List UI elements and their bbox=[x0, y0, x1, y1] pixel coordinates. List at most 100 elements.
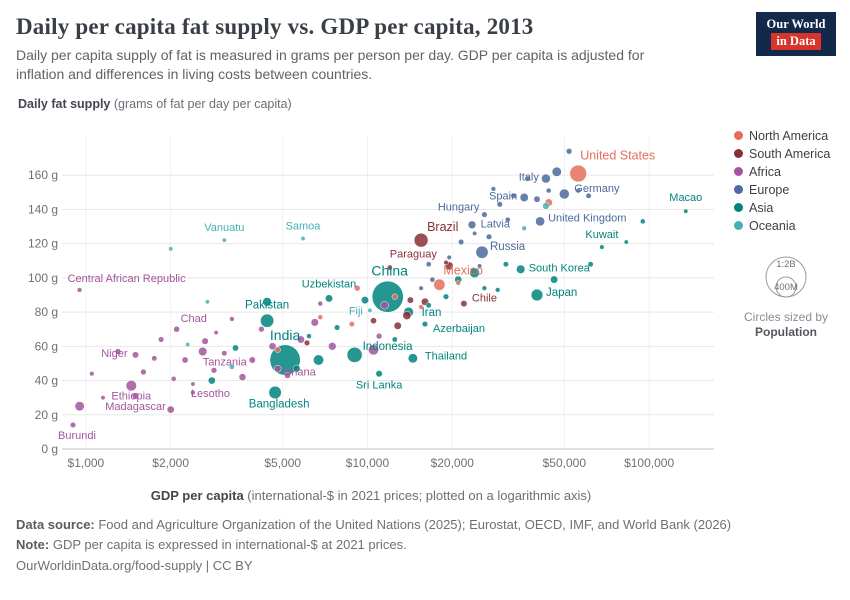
scatter-point[interactable] bbox=[446, 254, 452, 260]
scatter-point[interactable] bbox=[458, 238, 465, 245]
scatter-point-chad[interactable] bbox=[173, 325, 180, 333]
scatter-point[interactable] bbox=[334, 324, 341, 331]
scatter-point[interactable] bbox=[348, 320, 355, 327]
scatter-point[interactable] bbox=[521, 225, 527, 231]
legend-item-europe[interactable]: Europe bbox=[734, 183, 838, 197]
scatter-point[interactable] bbox=[361, 295, 369, 304]
scatter-point-lesotho[interactable] bbox=[190, 381, 196, 387]
scatter-point[interactable] bbox=[185, 341, 191, 347]
scatter-point-germany[interactable] bbox=[559, 188, 570, 199]
scatter-point-italy[interactable] bbox=[541, 173, 551, 183]
scatter-point[interactable] bbox=[477, 263, 483, 268]
scatter-point-burundi[interactable] bbox=[69, 421, 77, 428]
scatter-point[interactable] bbox=[313, 354, 324, 366]
scatter-point[interactable] bbox=[575, 187, 581, 193]
scatter-point[interactable] bbox=[485, 233, 493, 240]
scatter-point[interactable] bbox=[354, 284, 361, 291]
scatter-point-bangladesh[interactable] bbox=[268, 385, 282, 399]
scatter-point[interactable] bbox=[296, 335, 305, 344]
scatter-point[interactable] bbox=[328, 341, 337, 351]
scatter-point-chile[interactable] bbox=[460, 299, 468, 307]
scatter-point[interactable] bbox=[284, 371, 291, 379]
scatter-point[interactable] bbox=[74, 400, 85, 411]
scatter-point[interactable] bbox=[292, 364, 301, 373]
scatter-point[interactable] bbox=[317, 300, 324, 306]
scatter-point[interactable] bbox=[201, 337, 209, 345]
scatter-point[interactable] bbox=[418, 303, 424, 310]
scatter-point[interactable] bbox=[262, 296, 272, 307]
scatter-point[interactable] bbox=[151, 354, 158, 361]
scatter-point[interactable] bbox=[545, 187, 552, 193]
scatter-point[interactable] bbox=[524, 175, 531, 182]
scatter-point[interactable] bbox=[168, 245, 174, 251]
scatter-point[interactable] bbox=[100, 394, 106, 400]
scatter-point[interactable] bbox=[550, 275, 559, 284]
scatter-point[interactable] bbox=[268, 342, 277, 350]
scatter-point[interactable] bbox=[274, 346, 281, 353]
scatter-point[interactable] bbox=[370, 316, 377, 324]
scatter-point-spain[interactable] bbox=[519, 192, 529, 202]
scatter-point-niger[interactable] bbox=[132, 351, 139, 358]
scatter-point[interactable] bbox=[585, 192, 592, 199]
scatter-point-pakistan[interactable] bbox=[260, 313, 275, 328]
scatter-point[interactable] bbox=[89, 370, 95, 376]
scatter-point[interactable] bbox=[551, 166, 562, 177]
scatter-point-china[interactable] bbox=[371, 280, 404, 313]
legend-item-asia[interactable]: Asia bbox=[734, 201, 838, 215]
scatter-point[interactable] bbox=[238, 372, 247, 381]
scatter-point[interactable] bbox=[640, 218, 646, 224]
scatter-point-sri-lanka[interactable] bbox=[375, 369, 383, 377]
scatter-point[interactable] bbox=[510, 192, 517, 199]
scatter-point[interactable] bbox=[391, 336, 398, 343]
scatter-point[interactable] bbox=[429, 276, 436, 283]
scatter-point[interactable] bbox=[232, 344, 239, 351]
scatter-plot[interactable]: $1,000 $2,000 $5,000 $10,000 $20,000 $50,000 $… bbox=[14, 111, 728, 483]
scatter-point[interactable] bbox=[502, 260, 509, 267]
scatter-point[interactable] bbox=[166, 405, 175, 414]
scatter-point[interactable] bbox=[418, 285, 424, 291]
scatter-point-vanuatu[interactable] bbox=[221, 237, 227, 243]
scatter-point[interactable] bbox=[623, 239, 629, 245]
scatter-point[interactable] bbox=[213, 329, 219, 335]
scatter-point-tanzania[interactable] bbox=[198, 346, 208, 356]
scatter-point[interactable] bbox=[368, 343, 379, 355]
scatter-point[interactable] bbox=[310, 317, 319, 327]
scatter-point-russia[interactable] bbox=[475, 245, 489, 259]
scatter-point[interactable] bbox=[496, 200, 503, 207]
scatter-point[interactable] bbox=[587, 260, 594, 267]
scatter-point[interactable] bbox=[221, 349, 228, 356]
scatter-point-macao[interactable] bbox=[683, 208, 689, 214]
scatter-point-madagascar[interactable] bbox=[131, 391, 140, 400]
scatter-point[interactable] bbox=[481, 285, 488, 291]
scatter-point[interactable] bbox=[490, 185, 497, 192]
owid-logo[interactable]: Our World in Data bbox=[756, 12, 836, 56]
scatter-point[interactable] bbox=[207, 376, 216, 385]
scatter-point[interactable] bbox=[425, 260, 432, 267]
cc-line[interactable]: OurWorldinData.org/food-supply | CC BY bbox=[16, 557, 253, 573]
scatter-point[interactable] bbox=[505, 216, 511, 223]
scatter-point[interactable] bbox=[170, 375, 177, 382]
scatter-point[interactable] bbox=[204, 298, 210, 304]
scatter-point[interactable] bbox=[375, 332, 383, 339]
scatter-point[interactable] bbox=[317, 314, 324, 320]
scatter-point-fiji[interactable] bbox=[367, 307, 373, 313]
scatter-point[interactable] bbox=[442, 293, 450, 300]
scatter-point[interactable] bbox=[469, 267, 480, 278]
scatter-point[interactable] bbox=[229, 315, 235, 322]
scatter-point-japan[interactable] bbox=[530, 288, 544, 301]
scatter-point[interactable] bbox=[495, 286, 501, 293]
scatter-point[interactable] bbox=[443, 259, 449, 265]
scatter-point-ghana[interactable] bbox=[273, 364, 282, 372]
scatter-point-thailand[interactable] bbox=[407, 352, 418, 363]
scatter-point[interactable] bbox=[181, 356, 189, 363]
scatter-point[interactable] bbox=[248, 356, 256, 364]
scatter-point-united-states[interactable] bbox=[569, 164, 587, 182]
scatter-point[interactable] bbox=[210, 366, 218, 374]
scatter-point-paraguay[interactable] bbox=[386, 264, 393, 271]
legend-item-north-america[interactable]: North America bbox=[734, 129, 838, 143]
legend-item-oceania[interactable]: Oceania bbox=[734, 219, 838, 233]
scatter-point[interactable] bbox=[140, 368, 147, 375]
scatter-point-uzbekistan[interactable] bbox=[325, 294, 333, 302]
scatter-point[interactable] bbox=[303, 339, 311, 346]
scatter-point[interactable] bbox=[542, 201, 550, 210]
